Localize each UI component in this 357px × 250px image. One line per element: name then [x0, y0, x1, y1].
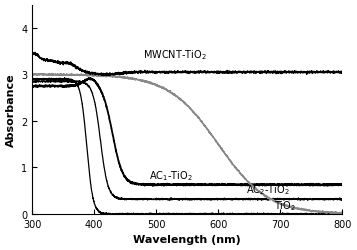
Text: AC$_2$-TiO$_2$: AC$_2$-TiO$_2$ [246, 183, 290, 196]
Text: AC$_1$-TiO$_2$: AC$_1$-TiO$_2$ [149, 169, 192, 183]
Text: TiO$_2$: TiO$_2$ [274, 198, 296, 212]
Y-axis label: Absorbance: Absorbance [6, 73, 16, 146]
X-axis label: Wavelength (nm): Wavelength (nm) [134, 234, 241, 244]
Text: MWCNT-TiO$_2$: MWCNT-TiO$_2$ [142, 48, 206, 62]
